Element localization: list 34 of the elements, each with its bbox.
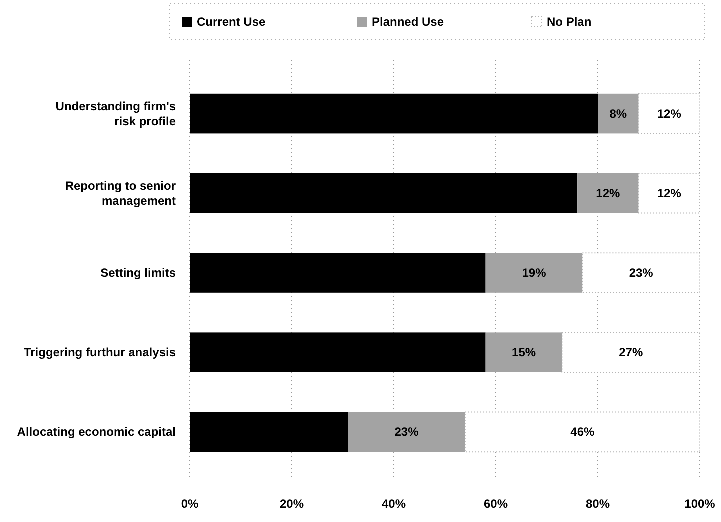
y-tick-label: Reporting to senior management (65, 178, 176, 208)
y-tick-label: Allocating economic capital (17, 425, 176, 440)
y-tick-label: Understanding firm's risk profile (56, 99, 176, 128)
bar (464, 412, 700, 453)
x-tick-label: 20% (280, 497, 304, 511)
bar (562, 332, 700, 373)
bar (582, 252, 700, 294)
x-tick-label: 60% (484, 497, 508, 511)
bar (190, 332, 486, 372)
data-label: 27% (619, 346, 644, 360)
bar (190, 412, 348, 452)
data-label: 12% (657, 186, 682, 200)
bar (190, 94, 598, 134)
bar (638, 173, 700, 214)
data-label: 23% (394, 425, 420, 440)
y-tick-label: Triggering furthur analysis (24, 346, 176, 360)
bar (190, 253, 486, 293)
data-label: 46% (570, 425, 596, 440)
data-label: 12% (657, 106, 682, 121)
legend-label: Planned Use (372, 15, 444, 29)
x-tick-label: 80% (586, 497, 610, 511)
bar (638, 93, 700, 134)
data-label: 12% (596, 186, 621, 200)
data-label: 19% (522, 266, 547, 280)
x-tick-label: 100% (684, 497, 716, 511)
bar (190, 174, 578, 214)
legend-label: Current Use (197, 15, 266, 29)
x-tick-label: 0% (181, 497, 199, 511)
y-tick-label: Setting limits (100, 266, 176, 280)
x-tick-label: 40% (382, 497, 406, 511)
data-label: 15% (512, 346, 536, 360)
legend-label: No Plan (547, 15, 592, 29)
data-label: 23% (629, 266, 654, 280)
data-label: 8% (610, 106, 628, 121)
